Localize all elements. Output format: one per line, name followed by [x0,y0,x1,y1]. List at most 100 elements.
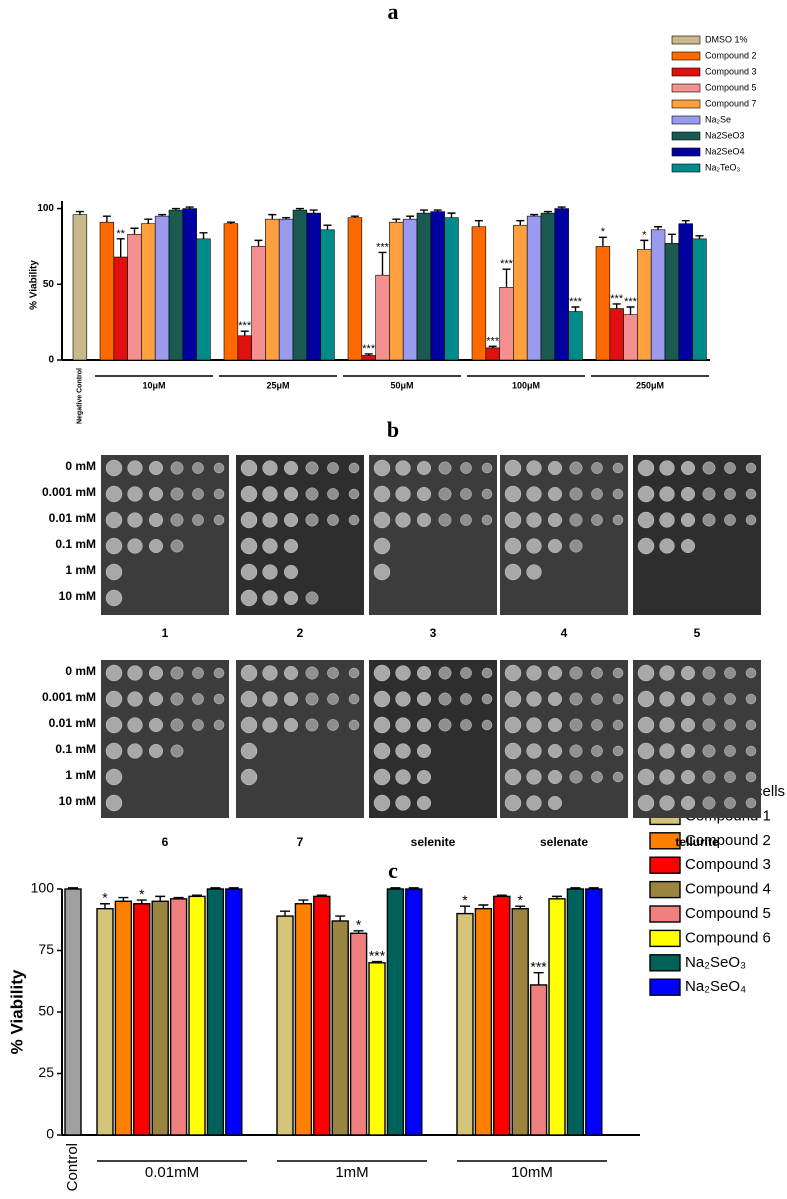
colony-spot [612,667,624,679]
colony-spot [591,462,603,474]
colony-spot [526,769,542,785]
colony-spot [460,514,472,526]
colony-spot [612,745,624,757]
colony-spot [395,743,411,759]
colony-spot [416,717,432,733]
bar [306,212,321,361]
colony-spot [262,717,278,733]
colony-spot [460,719,472,731]
bar [292,209,308,361]
error-bar [681,219,690,224]
colony-spot [659,717,675,733]
colony-spot [213,488,225,500]
bar [151,900,169,1136]
bar [416,212,432,361]
bar [402,218,418,361]
colony-spot [262,691,278,707]
colony-spot [637,511,655,529]
y-tick-label: 25 [38,1064,54,1080]
plate-label: 1 [162,626,169,640]
significance-label: * [356,917,362,933]
colony-spot [262,486,278,502]
colony-spot [262,564,278,580]
bar [548,898,566,1136]
plate-label: 2 [297,626,304,640]
colony-spot [148,486,164,502]
bar [650,229,666,361]
legend-label: Na₂SeO₃ [685,954,746,971]
legend-label: Na₂Se [705,114,731,124]
legend-label: Compound 6 [685,929,771,946]
colony-spot [547,512,563,528]
colony-spot [591,771,603,783]
error-bar [478,904,489,909]
colony-spot [105,589,123,607]
colony-spot [283,512,299,528]
colony-spot [724,693,736,705]
colony-spot [416,665,432,681]
significance-label: *** [376,241,390,253]
bar [595,246,611,361]
colony-spot [680,486,696,502]
legend-swatch [671,35,701,45]
error-bar [612,303,621,309]
colony-spot [504,794,522,812]
bar [169,898,188,1136]
colony-spot [395,512,411,528]
colony-spot [504,768,522,786]
colony-spot [481,514,493,526]
error-bar [406,215,415,220]
colony-spot [327,462,339,474]
colony-spot [659,743,675,759]
colony-spot [526,743,542,759]
error-bar [309,209,318,214]
colony-spot [283,717,299,733]
panel-label: b [387,417,399,442]
colony-spot [305,666,319,680]
legend-swatch [649,832,681,850]
plate-photo [500,660,628,818]
colony-spot [416,795,432,811]
error-bar [240,330,249,336]
bar [347,217,363,361]
significance-label: *** [369,947,386,963]
colony-spot [240,742,258,760]
error-bar [173,896,184,899]
colony-spot [373,768,391,786]
significance-label: *** [500,258,514,270]
colony-spot [702,513,716,527]
significance-label: *** [238,320,252,332]
y-tick-label: 75 [38,941,54,957]
colony-spot [438,487,452,501]
colony-spot [504,742,522,760]
colony-spot [305,513,319,527]
error-bar [75,210,84,215]
colony-spot [591,488,603,500]
bar [154,215,170,361]
error-bar [226,221,235,224]
colony-spot [305,718,319,732]
colony-spot [240,459,258,477]
colony-spot [569,487,583,501]
colony-spot [504,485,522,503]
colony-spot [547,486,563,502]
x-category-label: 10mM [511,1164,553,1181]
colony-spot [680,743,696,759]
bar [349,932,368,1136]
error-bar [474,219,483,227]
legend-swatch [671,115,701,125]
colony-spot [105,690,123,708]
error-bar [192,894,202,897]
x-category-label: 10μM [142,380,165,390]
colony-spot [416,743,432,759]
y-tick-label: 50 [38,1003,54,1019]
colony-spot [127,691,143,707]
bar [389,221,404,361]
error-bar [130,227,139,235]
error-bar [390,887,401,889]
x-category-label: Control [64,1143,81,1191]
colony-spot [591,719,603,731]
colony-spot [547,665,563,681]
colony-spot [504,664,522,682]
